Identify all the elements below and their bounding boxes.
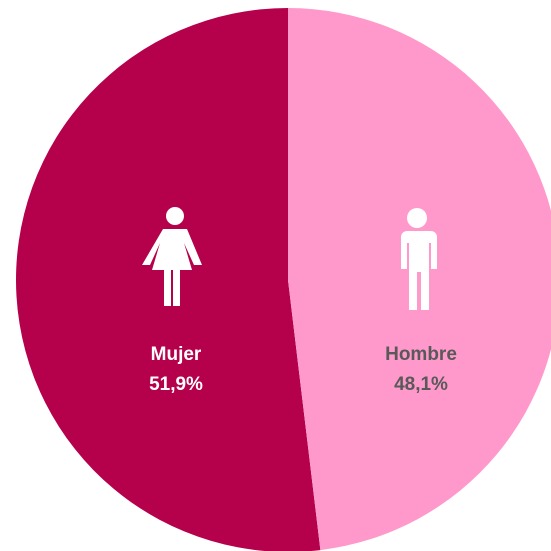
slices <box>16 8 551 551</box>
pie-slice <box>288 8 551 551</box>
icons <box>142 207 437 310</box>
female-icon <box>142 207 202 306</box>
value-label: 48,1% <box>394 374 448 395</box>
category-label: Mujer <box>151 344 202 365</box>
category-label: Hombre <box>385 344 457 365</box>
male-icon <box>401 208 437 310</box>
value-label: 51,9% <box>149 374 203 395</box>
labels: Mujer 51,9% Hombre 48,1% <box>149 344 457 395</box>
